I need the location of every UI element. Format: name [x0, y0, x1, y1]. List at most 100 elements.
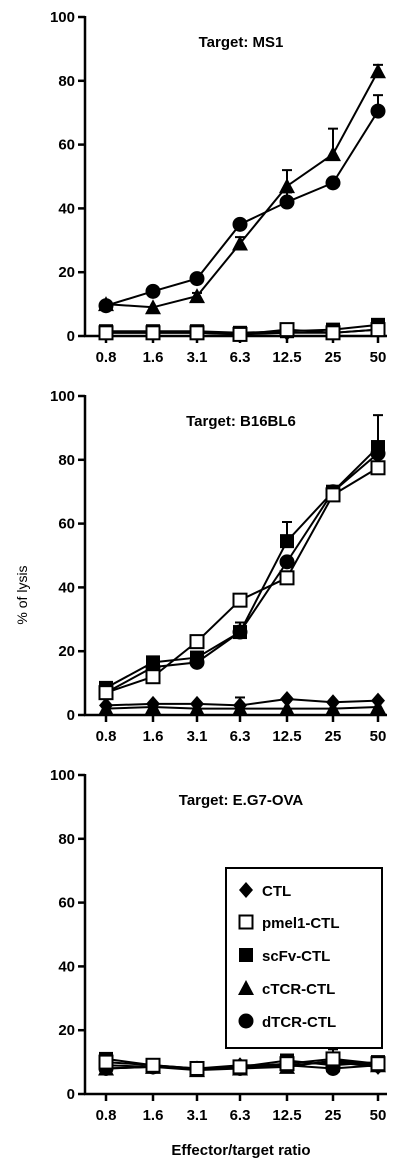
open-square-marker [238, 914, 254, 930]
x-tick-label: 6.3 [230, 728, 251, 745]
series-pmel1-ctl [98, 1051, 386, 1076]
x-tick-label: 25 [325, 728, 342, 745]
data-point [189, 325, 205, 341]
x-tick-label: 3.1 [187, 1107, 208, 1124]
x-tick-label: 1.6 [143, 1107, 164, 1124]
panel-2: 0 20 40 60 80 100 0.8 1.6 3.1 6.3 12.5 25 50 Target: … [50, 388, 387, 745]
x-tick-label: 1.6 [143, 728, 164, 745]
data-point [145, 1057, 161, 1073]
data-point [279, 178, 295, 194]
data-point [232, 700, 248, 716]
legend: CTL pmel1-CTL scFv-CTL cTCR-CTL dTCR-CTL [225, 867, 383, 1049]
panel-title: Target: MS1 [199, 34, 284, 51]
panel-title: Target: E.G7-OVA [179, 792, 304, 809]
y-tick-label: 80 [58, 452, 75, 469]
y-tick-label: 80 [58, 831, 75, 848]
y-tick-label: 60 [58, 895, 75, 912]
data-point [279, 322, 295, 338]
x-axis-title: Effector/target ratio [171, 1142, 310, 1159]
data-point [370, 1056, 386, 1072]
data-point [325, 146, 341, 162]
data-point [370, 63, 386, 79]
x-tick-label: 0.8 [96, 1107, 117, 1124]
x-tick-label: 25 [325, 1107, 342, 1124]
x-tick-label: 3.1 [187, 349, 208, 366]
x-tick-label: 6.3 [230, 349, 251, 366]
y-tick-label: 0 [67, 328, 75, 345]
x-tick-label: 12.5 [272, 728, 301, 745]
series-scfv-ctl [99, 414, 385, 695]
data-point [279, 194, 295, 210]
triangle-marker [238, 980, 254, 995]
x-tick-label: 50 [370, 349, 387, 366]
series-dtcr-ctl [98, 94, 386, 314]
series-line [105, 110, 379, 307]
y-tick-label: 80 [58, 73, 75, 90]
series-dtcr-ctl [98, 445, 386, 701]
y-tick-label: 100 [50, 767, 75, 784]
panel-1: 0 20 40 60 80 100 0.8 1.6 3.1 6.3 12.5 25 50 Target: … [50, 9, 387, 366]
data-point [232, 592, 248, 608]
y-tick-label: 20 [58, 643, 75, 660]
filled-square-marker [239, 948, 253, 962]
y-tick-label: 0 [67, 707, 75, 724]
x-tick-label: 50 [370, 728, 387, 745]
data-point [280, 534, 294, 549]
x-tick-label: 12.5 [272, 1107, 301, 1124]
data-point [98, 685, 114, 701]
data-point [232, 1059, 248, 1075]
data-point [325, 325, 341, 341]
y-tick-label: 20 [58, 264, 75, 281]
x-tick-label: 25 [325, 349, 342, 366]
x-tick-label: 0.8 [96, 349, 117, 366]
data-point [325, 1051, 341, 1067]
data-point [370, 460, 386, 476]
y-tick-label: 60 [58, 137, 75, 154]
data-point [370, 103, 386, 119]
data-point [280, 691, 294, 708]
legend-label: dTCR-CTL [262, 1014, 336, 1031]
data-point [189, 1060, 205, 1076]
data-point [146, 655, 160, 670]
data-point [98, 1054, 114, 1070]
data-point [232, 216, 248, 232]
legend-label: pmel1-CTL [262, 915, 340, 932]
series-ctcr-ctl [98, 699, 386, 716]
legend-label: cTCR-CTL [262, 981, 335, 998]
panel-title: Target: B16BL6 [186, 413, 296, 430]
x-tick-label: 1.6 [143, 349, 164, 366]
data-point [189, 700, 205, 716]
legend-label: scFv-CTL [262, 948, 330, 965]
circle-marker [238, 1013, 254, 1029]
data-point [371, 440, 385, 455]
series-line [105, 70, 379, 309]
diamond-marker [239, 882, 253, 898]
data-point [189, 634, 205, 650]
data-point [233, 625, 247, 640]
data-point [189, 288, 205, 304]
y-tick-label: 40 [58, 958, 75, 975]
series-pmel1-ctl [98, 457, 386, 701]
data-point [325, 700, 341, 716]
y-tick-label: 20 [58, 1022, 75, 1039]
y-axis-title: % of lysis [14, 565, 30, 624]
panel-3: 0 20 40 60 80 100 0.8 1.6 3.1 6.3 12.5 25 50 Target: … [50, 767, 387, 1159]
y-tick-label: 60 [58, 516, 75, 533]
x-tick-label: 50 [370, 1107, 387, 1124]
data-point [190, 650, 204, 665]
data-point [98, 700, 114, 716]
data-point [370, 699, 386, 715]
data-point [98, 325, 114, 341]
y-tick-label: 100 [50, 388, 75, 405]
data-point [189, 271, 205, 287]
data-point [145, 699, 161, 715]
x-tick-label: 12.5 [272, 349, 301, 366]
data-point [145, 669, 161, 685]
y-tick-label: 100 [50, 9, 75, 26]
data-point [98, 298, 114, 314]
data-point [145, 283, 161, 299]
data-point [279, 570, 295, 586]
x-tick-label: 3.1 [187, 728, 208, 745]
legend-label: CTL [262, 883, 291, 900]
